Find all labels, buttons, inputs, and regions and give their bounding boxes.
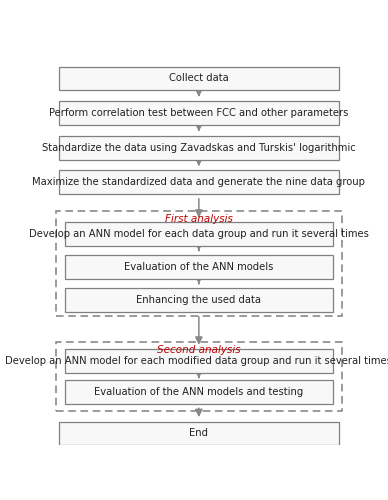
FancyBboxPatch shape bbox=[59, 66, 339, 90]
Text: Collect data: Collect data bbox=[169, 74, 229, 84]
Text: Maximize the standardized data and generate the nine data group: Maximize the standardized data and gener… bbox=[33, 178, 365, 188]
Text: Develop an ANN model for each modified data group and run it several times: Develop an ANN model for each modified d… bbox=[5, 356, 388, 366]
FancyBboxPatch shape bbox=[59, 136, 339, 160]
Text: Enhancing the used data: Enhancing the used data bbox=[136, 295, 262, 305]
Text: Perform correlation test between FCC and other parameters: Perform correlation test between FCC and… bbox=[49, 108, 348, 118]
Text: End: End bbox=[189, 428, 208, 438]
Text: First analysis: First analysis bbox=[165, 214, 233, 224]
FancyBboxPatch shape bbox=[59, 101, 339, 125]
FancyBboxPatch shape bbox=[65, 288, 333, 312]
FancyBboxPatch shape bbox=[59, 422, 339, 446]
FancyBboxPatch shape bbox=[65, 222, 333, 246]
Text: Standardize the data using Zavadskas and Turskis' logarithmic: Standardize the data using Zavadskas and… bbox=[42, 143, 356, 153]
FancyBboxPatch shape bbox=[65, 349, 333, 373]
Text: Second analysis: Second analysis bbox=[157, 345, 241, 355]
Text: Evaluation of the ANN models: Evaluation of the ANN models bbox=[124, 262, 274, 272]
FancyBboxPatch shape bbox=[59, 170, 339, 194]
Text: Develop an ANN model for each data group and run it several times: Develop an ANN model for each data group… bbox=[29, 229, 369, 239]
Text: Evaluation of the ANN models and testing: Evaluation of the ANN models and testing bbox=[94, 387, 303, 397]
FancyBboxPatch shape bbox=[65, 380, 333, 404]
FancyBboxPatch shape bbox=[65, 255, 333, 279]
